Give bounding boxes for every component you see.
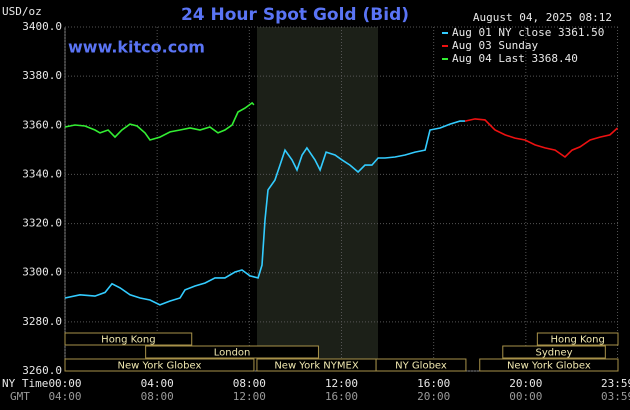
legend-entry: Aug 03 Sunday [452,39,538,52]
x2-tick-label: 03:59 [601,390,630,403]
x-tick-label: 00:00 [48,377,81,390]
session-bar [536,332,619,346]
x2-tick-label: 12:00 [233,390,266,403]
x-tick-label: 16:00 [417,377,450,390]
x-tick-label: 20:00 [509,377,542,390]
x2-tick-label: 08:00 [141,390,174,403]
y-tick-label: 3260.0 [22,364,62,377]
y-tick-label: 3360.0 [22,118,62,131]
session-label: Sydney [536,348,573,359]
y-tick-label: 3340.0 [22,167,62,180]
legend-entry: Aug 04 Last 3368.40 [452,52,578,65]
session-label: New York Globex [118,361,202,372]
chart-title: 24 Hour Spot Gold (Bid) [181,5,409,25]
series-line [464,118,619,159]
timestamp: August 04, 2025 08:12 [473,11,612,24]
x2-tick-label: 00:00 [509,390,542,403]
legend-entry: Aug 01 NY close 3361.50 [452,26,604,39]
session-label: Hong Kong [550,335,604,346]
session-bar [64,358,255,372]
session-label: New York NYMEX [274,361,359,372]
x-tick-label: 04:00 [141,377,174,390]
x2-tick-label: 04:00 [48,390,81,403]
session-bar [502,345,606,359]
session-label: NY Globex [395,361,447,372]
y-tick-label: 3280.0 [22,315,62,328]
y-tick-label: 3380.0 [22,69,62,82]
x2-tick-label: 16:00 [325,390,358,403]
session-label: New York Globex [507,361,591,372]
y-axis-label: USD/oz [2,5,42,18]
x-tick-label: 12:00 [325,377,358,390]
x-row-label: NY Time [2,377,48,390]
x2-row-label: GMT [10,390,30,403]
watermark: www.kitco.com [68,38,205,57]
x-tick-label: 23:59 [601,377,630,390]
session-label: London [214,348,251,359]
x2-tick-label: 20:00 [417,390,450,403]
session-bar [479,358,619,372]
x-tick-label: 08:00 [233,377,266,390]
series-line [64,120,465,306]
session-shade [257,27,378,371]
session-label: Hong Kong [101,335,155,346]
y-tick-label: 3300.0 [22,266,62,279]
session-bar [145,345,319,359]
y-tick-label: 3320.0 [22,217,62,230]
session-bar [375,358,467,372]
y-tick-label: 3400.0 [22,20,62,33]
series-line [64,101,255,141]
session-bar [64,332,193,346]
